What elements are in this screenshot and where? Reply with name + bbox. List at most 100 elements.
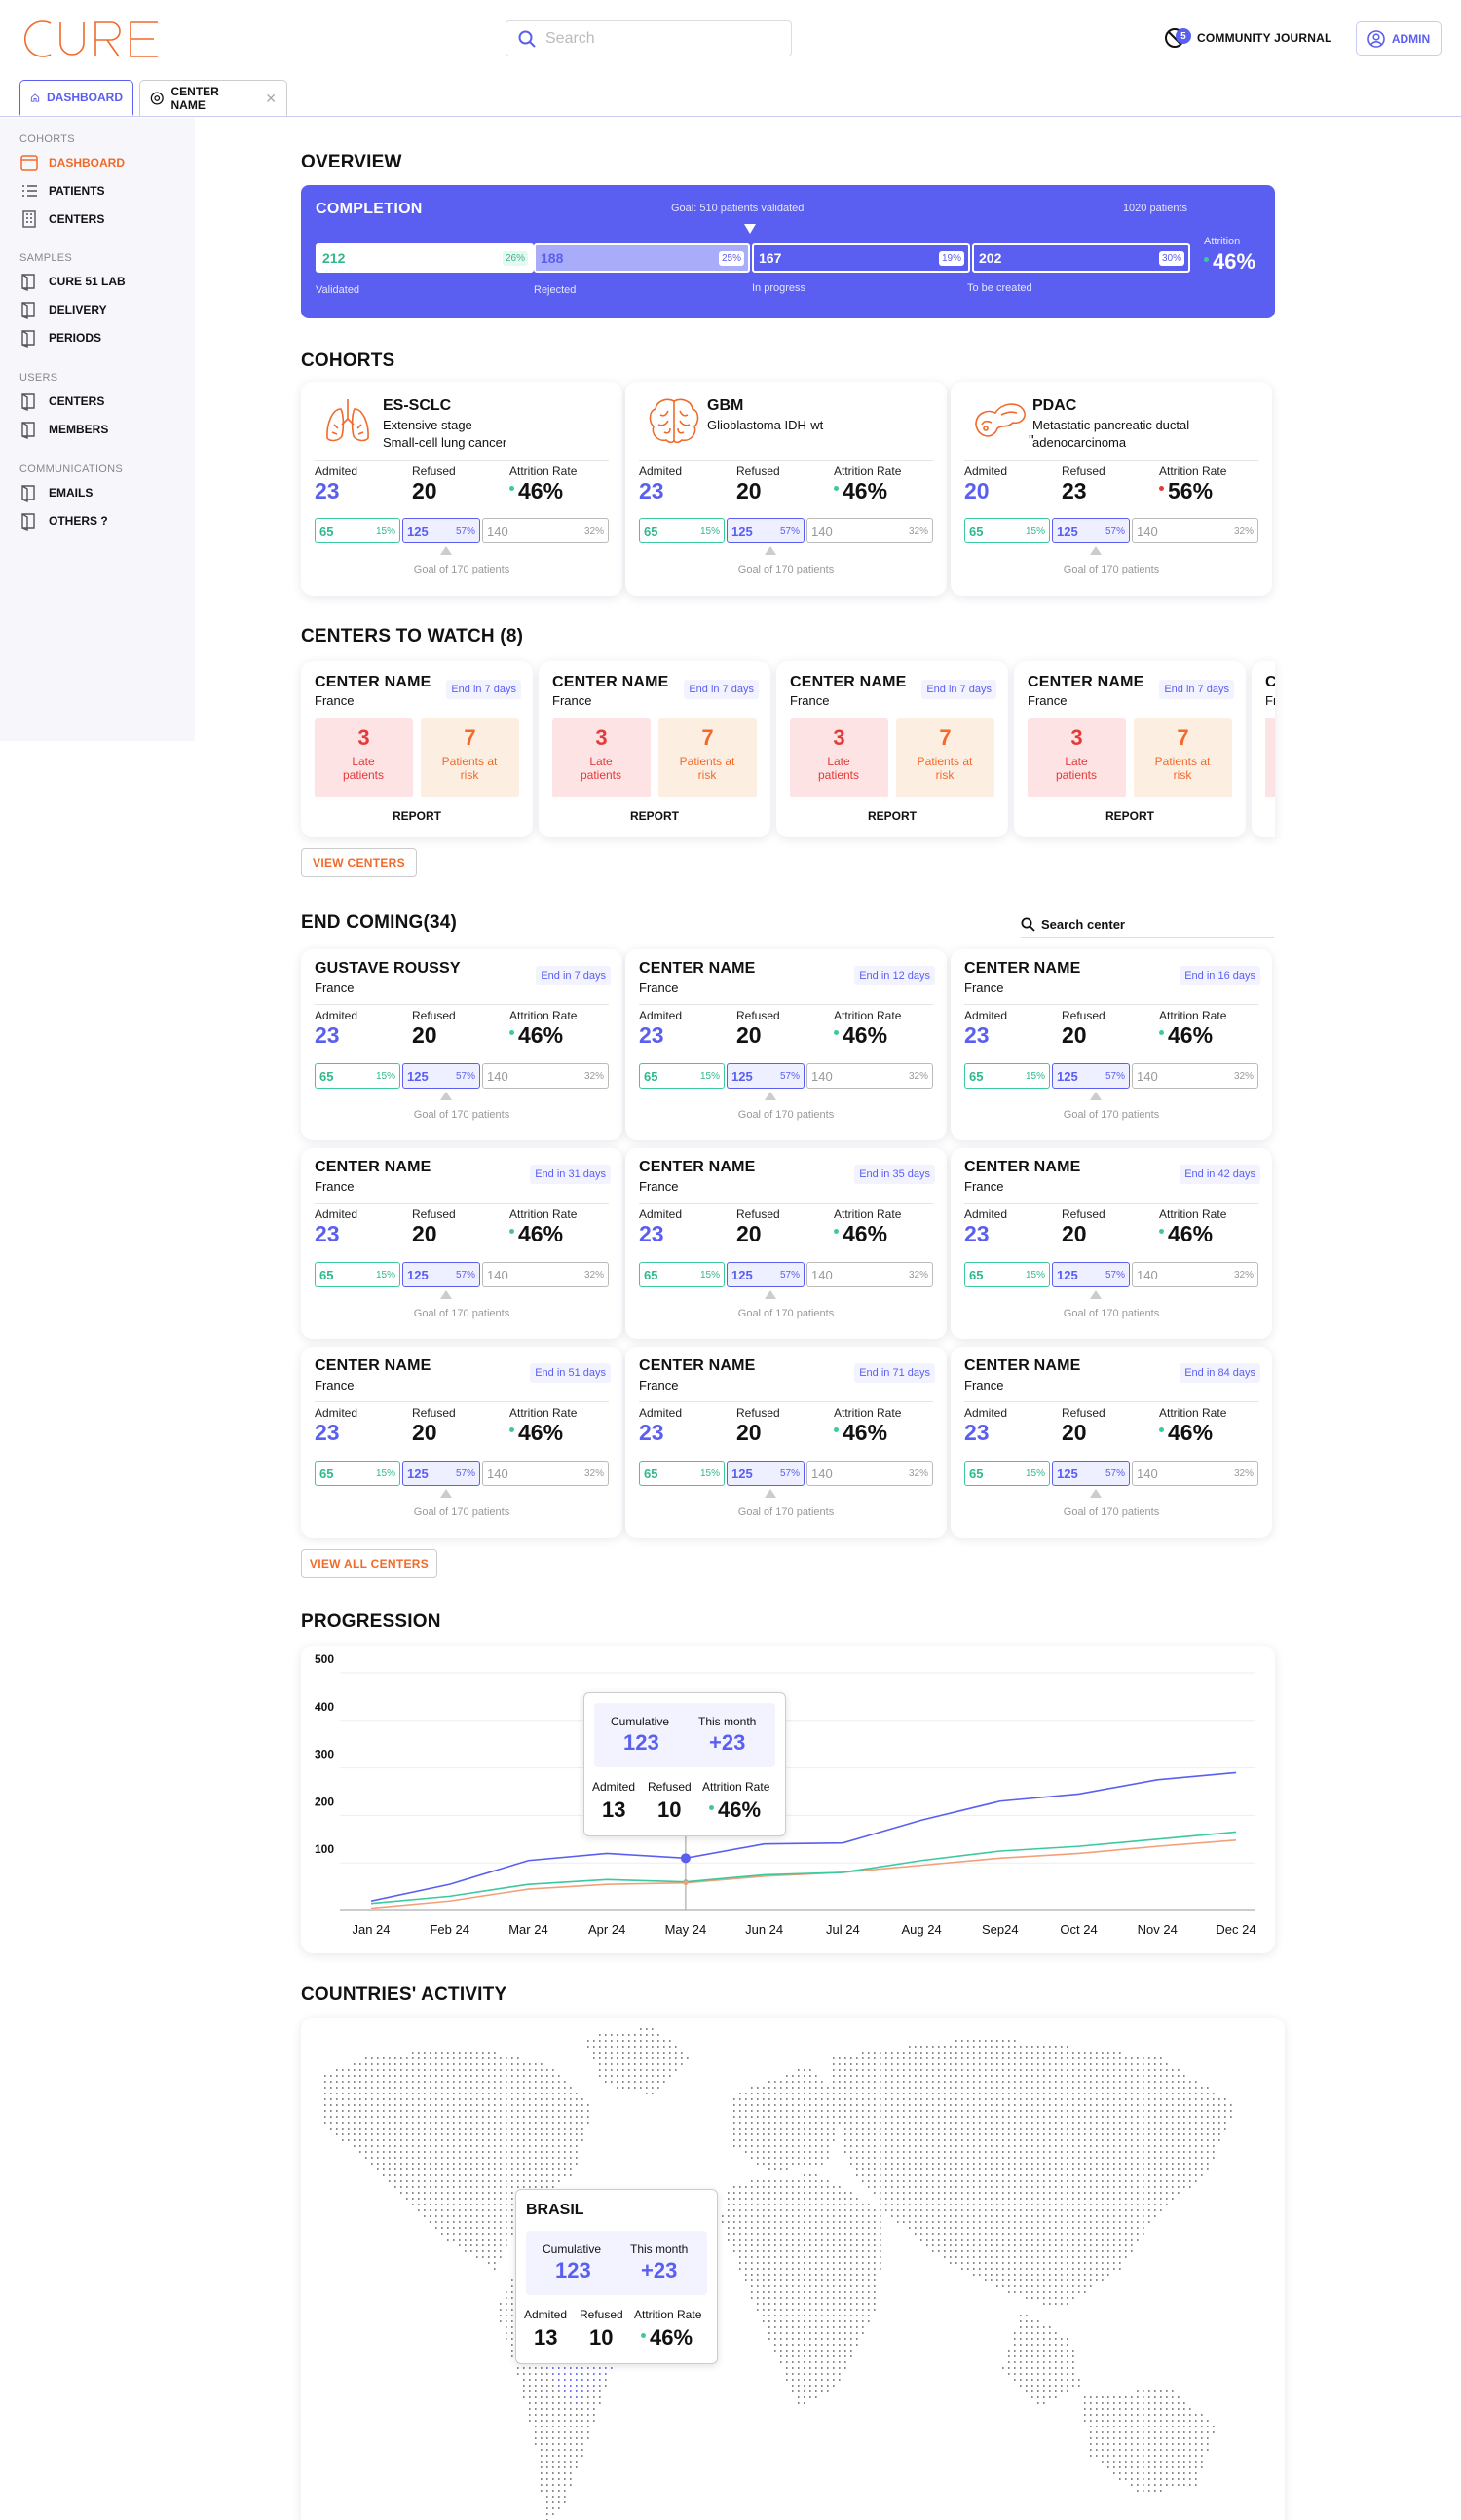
center-name: CENTER NAME [315, 674, 431, 690]
segment-pct: 30% [1158, 250, 1184, 266]
late-patients-box[interactable]: 3 Late patients [790, 718, 888, 797]
cohort-card[interactable]: GBM Glioblastoma IDH-wt Admited Refused … [625, 382, 947, 596]
end-days-badge: End in 84 days [1180, 1363, 1260, 1383]
progress-bar[interactable]: 65 15% 125 57% 140 32% [964, 518, 1258, 543]
tab-center-name[interactable]: CENTER NAME ✕ [139, 80, 287, 116]
watch-card[interactable]: CENTER NAME France End in 7 days 3 Late p… [301, 661, 533, 837]
sidebar-item-dashboard[interactable]: DASHBOARD [19, 153, 125, 172]
watch-card[interactable]: CENTER NAME France End in 7 days 3 Late p… [1014, 661, 1246, 837]
highlight-point [683, 1880, 689, 1886]
late-patients-box[interactable]: 3 Late patients [1028, 718, 1126, 797]
series-line [370, 1771, 1237, 1903]
report-link[interactable]: REPORT [867, 809, 917, 823]
watch-card-partial[interactable]: C Fr [1252, 661, 1275, 837]
patients-at-risk-box[interactable]: 7 Patients at risk [1134, 718, 1232, 797]
search-center-field[interactable]: Search center [1021, 912, 1274, 938]
journal-label: COMMUNITY JOURNAL [1197, 31, 1332, 45]
admin-button[interactable]: ADMIN [1356, 21, 1442, 56]
search-input[interactable] [545, 29, 779, 48]
segment-pct: 19% [938, 250, 964, 266]
watch-card[interactable]: CENTER NAME France End in 7 days 3 Late p… [776, 661, 1008, 837]
close-icon[interactable]: ✕ [265, 90, 277, 106]
sidebar-item-emails[interactable]: EMAILS [19, 483, 93, 502]
progress-bar[interactable]: 65 15% 125 57% 140 32% [315, 1461, 609, 1486]
ending-center-card[interactable]: GUSTAVE ROUSSY France End in 7 days Admi… [301, 949, 622, 1140]
patients-at-risk-box[interactable]: 7 Patients at risk [658, 718, 757, 797]
x-tick-label: Feb 24 [430, 1922, 468, 1937]
admitted-value: 23 [639, 478, 664, 503]
ending-center-card[interactable]: CENTER NAME France End in 71 days Admite… [625, 1347, 947, 1538]
tab-dashboard[interactable]: DASHBOARD [19, 80, 133, 116]
ending-center-card[interactable]: CENTER NAME France End in 35 days Admite… [625, 1148, 947, 1339]
journal-badge: 5 [1176, 28, 1191, 44]
segment-rejected[interactable]: 188 25% [534, 243, 750, 273]
segment-pct: 26% [502, 250, 528, 266]
watch-card[interactable]: CENTER NAME France End in 7 days 3 Late p… [539, 661, 770, 837]
map-tooltip-attrition-label: Attrition Rate [634, 2308, 702, 2321]
ending-center-card[interactable]: CENTER NAME France End in 51 days Admite… [301, 1347, 622, 1538]
cohort-card[interactable]: " PDAC Metastatic pancreatic ductal adeno… [951, 382, 1272, 596]
world-map[interactable] [301, 2018, 1285, 2520]
patients-at-risk-box[interactable]: 7 Patients at risk [896, 718, 994, 797]
sidebar-item-others[interactable]: OTHERS ? [19, 511, 108, 531]
bar-segment-remaining: 140 32% [1132, 1063, 1258, 1089]
progress-bar[interactable]: 65 15% 125 57% 140 32% [315, 1262, 609, 1287]
late-patients-box[interactable]: 3 Late patients [552, 718, 651, 797]
cohort-card[interactable]: ES-SCLC Extensive stage Small-cell lung c… [301, 382, 622, 596]
bar-segment-in-progress: 125 57% [1052, 518, 1130, 543]
community-journal-link[interactable]: 5 COMMUNITY JOURNAL [1164, 27, 1332, 49]
ending-center-card[interactable]: CENTER NAME France End in 42 days Admite… [951, 1148, 1272, 1339]
report-link[interactable]: REPORT [392, 809, 441, 823]
goal-label: Goal of 170 patients [413, 1506, 510, 1518]
sidebar-item-label: EMAILS [49, 486, 94, 500]
center-country: France [639, 981, 679, 995]
progression-chart-card: 100 200 300 400 500 Jan 24 Feb 24 Mar 24 Apr 24 M… [301, 1646, 1275, 1953]
goal-marker [1090, 1092, 1102, 1100]
sidebar-item-lab[interactable]: CURE 51 LAB [19, 272, 126, 291]
ending-center-card[interactable]: CENTER NAME France End in 31 days Admite… [301, 1148, 622, 1339]
segment-in-progress[interactable]: 167 19% [752, 243, 970, 273]
refused-label: Refused [412, 1207, 456, 1221]
view-all-centers-button[interactable]: VIEW ALL CENTERS [301, 1549, 437, 1578]
segment-validated[interactable]: 212 26% [316, 243, 534, 273]
progress-bar[interactable]: 65 15% 125 57% 140 32% [315, 518, 609, 543]
cohort-description: Glioblastoma IDH-wt [707, 418, 824, 432]
ending-center-card[interactable]: CENTER NAME France End in 84 days Admite… [951, 1347, 1272, 1538]
view-centers-button[interactable]: VIEW CENTERS [301, 848, 417, 877]
sidebar-item-user-centers[interactable]: CENTERS [19, 391, 104, 411]
attrition-label: Attrition Rate [1159, 1406, 1227, 1420]
progress-bar[interactable]: 65 15% 125 57% 140 32% [639, 1262, 933, 1287]
sidebar-item-periods[interactable]: PERIODS [19, 328, 101, 348]
sidebar-item-delivery[interactable]: DELIVERY [19, 300, 107, 319]
ending-center-card[interactable]: CENTER NAME France End in 16 days Admite… [951, 949, 1272, 1140]
goal-label: Goal of 170 patients [413, 1308, 510, 1319]
report-link[interactable]: REPORT [629, 809, 679, 823]
sidebar-item-members[interactable]: MEMBERS [19, 420, 108, 439]
search-box[interactable] [506, 20, 792, 56]
progress-bar[interactable]: 65 15% 125 57% 140 32% [639, 1461, 933, 1486]
book-icon [21, 513, 35, 531]
report-link[interactable]: REPORT [1105, 809, 1154, 823]
goal-label: Goal of 170 patients [737, 1109, 835, 1121]
sidebar-item-patients[interactable]: PATIENTS [19, 181, 105, 201]
refused-value: 20 [736, 1420, 762, 1445]
attrition-label: Attrition Rate [834, 464, 902, 478]
progress-bar[interactable]: 65 15% 125 57% 140 32% [639, 1063, 933, 1089]
progress-bar[interactable]: 65 15% 125 57% 140 32% [964, 1063, 1258, 1089]
ending-center-card[interactable]: CENTER NAME France End in 12 days Admite… [625, 949, 947, 1140]
book-icon [21, 422, 35, 439]
segment-to-be-created[interactable]: 202 30% [972, 243, 1190, 273]
progress-bar[interactable]: 65 15% 125 57% 140 32% [639, 518, 933, 543]
building-icon [22, 210, 36, 228]
sidebar-item-centers[interactable]: CENTERS [19, 209, 104, 229]
bar-segment-remaining: 140 32% [806, 518, 933, 543]
cure-logo[interactable] [21, 18, 162, 60]
late-patients-box[interactable]: 3 Late patients [315, 718, 413, 797]
center-name: CENTER NAME [639, 1159, 756, 1175]
progress-bar[interactable]: 65 15% 125 57% 140 32% [964, 1262, 1258, 1287]
progress-bar[interactable]: 65 15% 125 57% 140 32% [315, 1063, 609, 1089]
progress-bar[interactable]: 65 15% 125 57% 140 32% [964, 1461, 1258, 1486]
patients-at-risk-box[interactable]: 7 Patients at risk [421, 718, 519, 797]
end-days-badge: End in 7 days [446, 680, 521, 699]
progression-chart[interactable]: 100 200 300 400 500 Jan 24 Feb 24 Mar 24 Apr 24 M… [301, 1646, 1275, 1953]
